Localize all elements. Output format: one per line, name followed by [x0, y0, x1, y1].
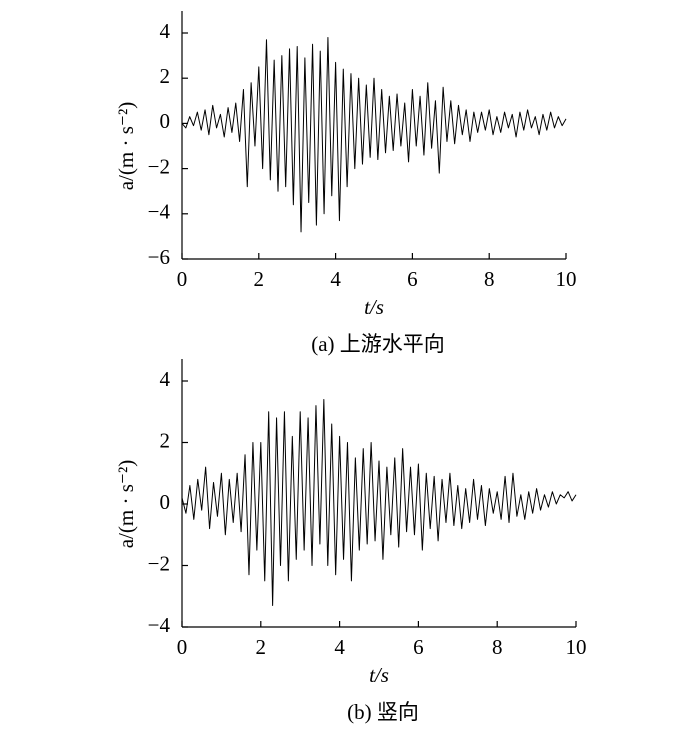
x-tick-label: 4: [334, 635, 345, 659]
x-tick-label: 10: [566, 635, 587, 659]
y-tick-label: −2: [148, 551, 170, 575]
y-tick-label: −4: [148, 613, 171, 637]
y-tick-label: 0: [160, 490, 171, 514]
y-tick-label: 4: [160, 367, 171, 391]
x-tick-label: 2: [256, 635, 267, 659]
x-tick-label: 8: [492, 635, 503, 659]
y-axis-label: a/(m · s⁻²): [114, 102, 138, 191]
caption: (b) 竖向: [347, 700, 419, 724]
caption: (a) 上游水平向: [311, 332, 445, 356]
signal-line: [181, 398, 577, 606]
y-tick-label: 4: [160, 19, 171, 43]
y-tick-label: −4: [148, 200, 171, 224]
y-tick-label: 0: [160, 109, 171, 133]
y-tick-label: 2: [160, 428, 171, 452]
x-tick-label: 6: [413, 635, 424, 659]
x-axis-label: t/s: [369, 663, 389, 687]
x-tick-label: 0: [177, 635, 188, 659]
signal-line: [181, 37, 567, 233]
y-tick-label: −2: [148, 154, 170, 178]
x-tick-label: 0: [177, 267, 188, 291]
x-tick-label: 10: [556, 267, 577, 291]
x-tick-label: 8: [484, 267, 495, 291]
y-axis-label: a/(m · s⁻²): [114, 460, 138, 549]
y-tick-label: −6: [148, 245, 170, 269]
x-tick-label: 4: [330, 267, 341, 291]
x-axis-label: t/s: [364, 295, 384, 319]
x-tick-label: 2: [254, 267, 265, 291]
y-tick-label: 2: [160, 64, 171, 88]
x-tick-label: 6: [407, 267, 418, 291]
